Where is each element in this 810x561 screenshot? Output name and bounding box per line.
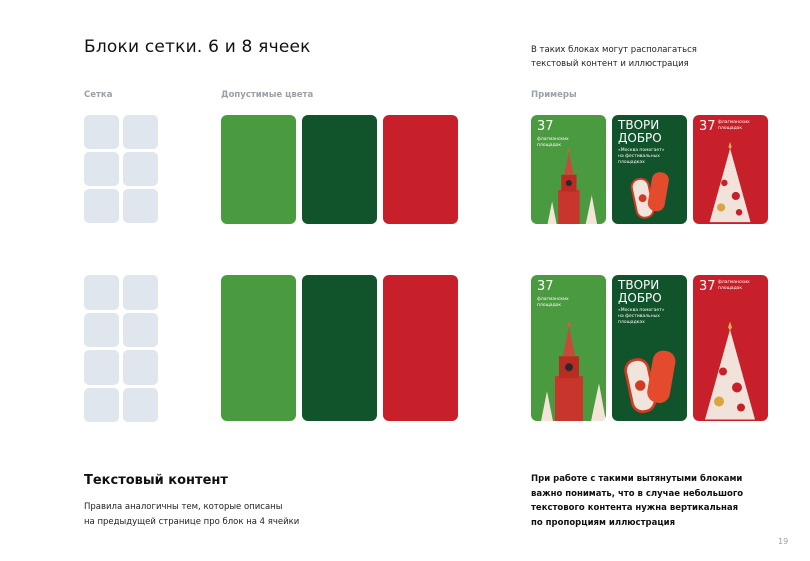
grid-cell xyxy=(84,115,119,149)
mittens-card: ТВОРИ ДОБРО «Москва помогает» на фестиваль… xyxy=(612,115,687,224)
dark-green-swatch xyxy=(302,275,377,421)
tree-card: 37 флагманских площадок xyxy=(693,115,768,224)
card-caption: флагманских площадок xyxy=(718,120,750,131)
mittens-card: ТВОРИ ДОБРО «Москва помогает» на фестиваль… xyxy=(612,275,687,421)
grid-cell xyxy=(123,350,158,385)
green-swatch xyxy=(221,275,296,421)
card-number: 37 xyxy=(699,119,716,134)
page-number: 19 xyxy=(778,537,789,546)
grid-cell xyxy=(123,189,158,223)
red-swatch xyxy=(383,275,458,421)
card-caption: флагманских площадок xyxy=(718,280,750,291)
card-headline: ТВОРИ ДОБРО xyxy=(618,278,662,305)
grid-cell xyxy=(84,312,119,347)
grid-cell xyxy=(84,387,119,422)
card-headline: ТВОРИ ДОБРО xyxy=(618,118,662,145)
grid-cell xyxy=(123,275,158,310)
colors-label: Допустимые цвета xyxy=(221,90,314,100)
card-caption: флагманских площадок xyxy=(537,137,569,148)
dark-green-swatch xyxy=(302,115,377,224)
kremlin-card: 37 флагманских площадок xyxy=(531,275,606,421)
red-swatch xyxy=(383,115,458,224)
card-number: 37 xyxy=(537,119,554,134)
grid-cell xyxy=(84,152,119,186)
text-section-heading: Текстовый контент xyxy=(84,473,228,488)
intro-note: В таких блоках могут располагаться текст… xyxy=(531,45,697,69)
grid-label: Сетка xyxy=(84,90,113,100)
page-title: Блоки сетки. 6 и 8 ячеек xyxy=(84,37,311,57)
green-swatch xyxy=(221,115,296,224)
card-number: 37 xyxy=(537,279,554,294)
tree-card: 37 флагманских площадок xyxy=(693,275,768,421)
grid-cell xyxy=(123,152,158,186)
grid-cell xyxy=(84,350,119,385)
grid-cell xyxy=(84,275,119,310)
card-number: 37 xyxy=(699,279,716,294)
text-section-body: Правила аналогичны тем, которые описаны … xyxy=(84,502,300,527)
card-caption: «Москва помогает» на фестивальных площадка… xyxy=(618,148,665,165)
kremlin-card: 37 флагманских площадок xyxy=(531,115,606,224)
grid-cell xyxy=(123,312,158,347)
examples-label: Примеры xyxy=(531,90,577,100)
grid-cell xyxy=(84,189,119,223)
proportion-note: При работе с такими вытянутыми блоками в… xyxy=(531,474,744,528)
card-caption: флагманских площадок xyxy=(537,297,569,308)
grid-cell xyxy=(123,115,158,149)
card-caption: «Москва помогает» на фестивальных площадка… xyxy=(618,308,665,325)
grid-cell xyxy=(123,387,158,422)
